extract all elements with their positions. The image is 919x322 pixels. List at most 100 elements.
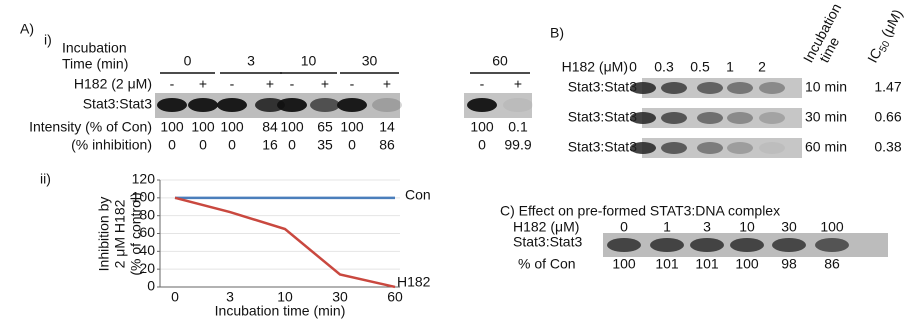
panel-sublabel: ii) [40, 171, 51, 187]
intensity-value: 0.1 [508, 119, 528, 135]
gel-band [630, 82, 656, 94]
sign: - [170, 76, 175, 92]
intensity-value: 100 [220, 119, 244, 135]
concentration: 0 [629, 59, 637, 75]
y-tick-label: 0 [147, 278, 155, 294]
concentration: 3 [703, 219, 711, 235]
concentration: 10 [739, 219, 755, 235]
gel-band [650, 238, 684, 252]
gel-band [690, 238, 724, 252]
gel-band [727, 142, 753, 154]
intensity-value: 100 [191, 119, 215, 135]
sign: - [350, 76, 355, 92]
row-label: Intensity (% of Con) [29, 119, 152, 135]
row-label: (% inhibition) [71, 137, 152, 153]
time-label: 0 [184, 53, 192, 69]
inhibition-value: 0 [288, 137, 296, 153]
row-label: H182 (2 μM) [74, 76, 152, 92]
y-tick-label: 120 [132, 171, 156, 187]
gel-band [337, 98, 367, 112]
inhibition-value: 0 [348, 137, 356, 153]
inhibition-value: 0 [228, 137, 236, 153]
x-tick-label: 0 [171, 289, 179, 305]
panel-label: A) [20, 21, 34, 37]
concentration: 0 [620, 219, 628, 235]
gel-band [697, 112, 723, 124]
inhibition-value: 16 [262, 137, 278, 153]
sign: + [383, 76, 391, 92]
intensity-value: 84 [262, 119, 278, 135]
ic50-value: 0.66 [874, 109, 901, 125]
column-header: IC50 (μM) [864, 6, 908, 66]
sign: - [480, 76, 485, 92]
inhibition-value: 35 [317, 137, 333, 153]
band-label: Stat3:Stat3 [568, 139, 637, 155]
gel-band [467, 98, 497, 112]
x-tick-label: 60 [387, 289, 403, 305]
concentration: 0.5 [690, 59, 710, 75]
band-label: Stat3:Stat3 [568, 79, 637, 95]
gel-band [772, 238, 806, 252]
inhibition-value: 0 [478, 137, 486, 153]
gel-band [697, 142, 723, 154]
y-axis-label: (% of control) [128, 192, 144, 275]
band-label: Stat3:Stat3 [83, 96, 152, 112]
percent-value: 101 [655, 256, 679, 272]
concentration: 0.3 [654, 59, 674, 75]
row-label: H182 (μM) [562, 59, 628, 75]
gel-band [759, 112, 785, 124]
gel-band [607, 238, 641, 252]
series-label: Con [405, 187, 431, 203]
intensity-value: 100 [160, 119, 184, 135]
gel-band [157, 98, 187, 112]
y-axis-label: Inhibition by [96, 197, 112, 272]
ic50-value: 0.38 [874, 139, 901, 155]
page: A)i)IncubationTime (min)03103060H182 (2 … [0, 0, 919, 322]
intensity-value: 100 [470, 119, 494, 135]
gel-band [277, 98, 307, 112]
time-value: 30 min [805, 109, 847, 125]
band-label: Stat3:Stat3 [513, 234, 582, 250]
concentration: 1 [663, 219, 671, 235]
sign: + [514, 76, 522, 92]
percent-value: 101 [695, 256, 719, 272]
panel-title: C) Effect on pre-formed STAT3:DNA comple… [500, 203, 780, 219]
intensity-value: 65 [317, 119, 333, 135]
panel-sublabel: i) [44, 32, 52, 48]
inhibition-value: 0 [168, 137, 176, 153]
gel-band [503, 98, 533, 112]
intensity-value: 14 [379, 119, 395, 135]
axis-label: Incubation [62, 40, 127, 56]
gel-band [759, 82, 785, 94]
time-value: 60 min [805, 139, 847, 155]
gel-band [697, 82, 723, 94]
gel-band [730, 238, 764, 252]
row-label: H182 (μM) [513, 219, 579, 235]
gel-band [630, 142, 656, 154]
series-label: H182 [397, 274, 431, 290]
gel-band [759, 142, 785, 154]
sign: - [290, 76, 295, 92]
percent-value: 100 [735, 256, 759, 272]
gel-band [815, 238, 849, 252]
line-series [175, 198, 395, 287]
row-label: % of Con [518, 256, 576, 272]
percent-value: 86 [824, 256, 840, 272]
time-label: 3 [247, 53, 255, 69]
gel-band [310, 98, 340, 112]
inhibition-value: 0 [199, 137, 207, 153]
gel-band [727, 82, 753, 94]
band-label: Stat3:Stat3 [568, 109, 637, 125]
intensity-value: 100 [340, 119, 364, 135]
inhibition-value: 99.9 [504, 137, 531, 153]
time-label: 10 [301, 53, 317, 69]
gel-band [727, 112, 753, 124]
ic50-value: 1.47 [874, 79, 901, 95]
gel-band [661, 82, 687, 94]
ic50-unit: (μM) [876, 6, 906, 43]
axis-label: Time (min) [62, 56, 128, 72]
percent-value: 98 [781, 256, 797, 272]
time-label: 30 [362, 53, 378, 69]
concentration: 30 [781, 219, 797, 235]
inhibition-value: 86 [379, 137, 395, 153]
